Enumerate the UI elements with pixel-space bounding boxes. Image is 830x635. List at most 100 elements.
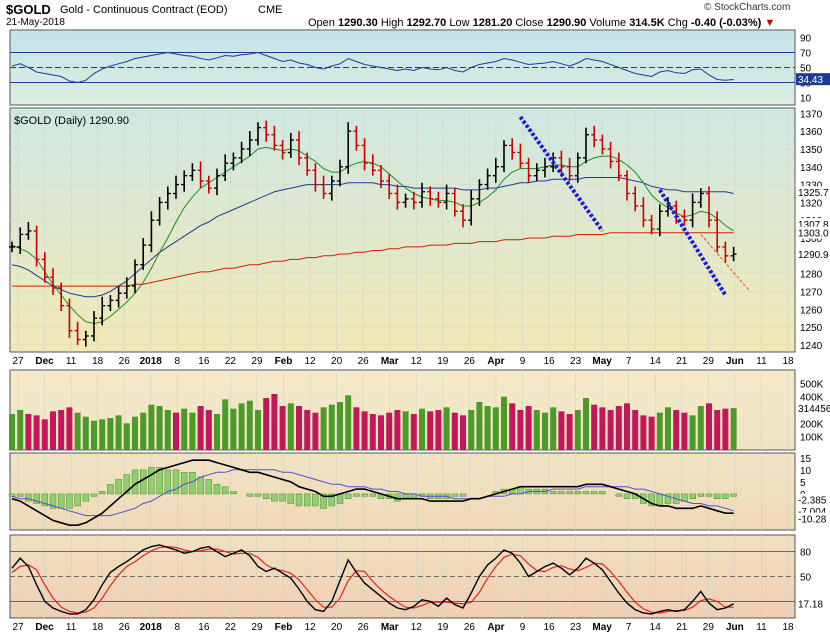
date-tick-label-bottom: 12 [411,622,423,633]
volume-bar [58,410,65,450]
volume-bar [599,407,606,450]
macd-histogram-bar [623,493,631,499]
date-tick-label: 19 [437,356,449,367]
date-tick-label-bottom: 29 [251,622,263,633]
volume-bar [714,410,721,450]
macd-signal-badge: -10.28 [798,515,827,526]
macd-tick-label: 5 [800,478,806,489]
macd-histogram-bar [287,493,295,504]
exchange-label: CME [258,4,283,16]
volume-bar [419,408,425,450]
date-tick-label-bottom: 29 [703,622,715,633]
ma-long-badge: 1303.0 [798,229,829,240]
macd-histogram-bar [279,493,286,502]
macd-histogram-bar [295,493,303,507]
macd-histogram-bar [57,493,65,509]
volume-last-badge: 314456 [798,404,830,415]
volume-bar [246,400,253,450]
macd-histogram-bar [344,493,352,499]
volume-bar [468,410,475,450]
volume-tick-label: 200K [800,419,824,430]
rsi-tick-label: 90 [800,34,812,45]
macd-histogram-bar [353,493,360,497]
macd-histogram-bar [320,493,327,509]
macd-histogram-bar [254,493,262,497]
macd-histogram-bar [172,469,180,495]
macd-histogram-bar [303,493,311,507]
volume-bar [91,420,97,450]
macd-histogram-bar [131,469,139,495]
macd-histogram-bar [312,493,319,507]
date-tick-label-bottom: 9 [520,622,526,633]
macd-histogram-bar [115,479,122,495]
volume-bar [33,415,40,450]
macd-hist-badge-bg [796,493,830,506]
macd-histogram-bar [221,486,229,495]
date-tick-label-bottom: 26 [358,622,370,633]
volume-bar [451,412,458,450]
date-tick-label: 11 [66,356,77,367]
macd-histogram-bar [451,493,459,497]
date-tick-label: 23 [570,356,582,367]
volume-bar [132,416,138,450]
volume-bar [279,406,286,450]
macd-tick-label: 10 [800,466,812,477]
date-tick-label: 14 [650,356,662,367]
macd-histogram-bar [369,493,377,497]
date-tick-label-bottom: May [592,622,612,633]
date-tick-label-bottom: Mar [381,622,399,633]
stoch-d-line [11,545,734,614]
stoch-k-line [11,544,734,615]
date-tick-label: 16 [543,356,555,367]
volume-bar [123,423,130,450]
macd-histogram-bar [582,491,590,495]
volume-bar [533,410,540,450]
date-tick-label-bottom: 18 [92,622,104,633]
volume-bar [304,410,311,450]
close-label: Close [515,17,544,29]
date-tick-label-bottom: 18 [782,622,794,633]
macd-tick-label: 15 [800,454,812,465]
volume-bar [361,411,368,450]
macd-histogram-bar [599,491,606,495]
macd-histogram-bar [205,479,213,495]
volume-bar [574,410,581,450]
trend-projection-line [700,234,751,292]
rsi-series-line [11,51,734,84]
volume-bar [181,408,188,450]
date-tick-label: 18 [782,356,794,367]
macd-histogram-bar [722,493,729,499]
volume-bar [82,416,89,450]
open-value: 1290.30 [337,17,378,29]
macd-histogram-bar [730,493,737,497]
volume-bar [173,412,179,450]
date-tick-label: Jun [726,356,744,367]
stoch-tick-label: 80 [800,548,812,559]
volume-bar [337,402,343,450]
trend-line-may [658,188,728,297]
macd-histogram-bar [98,491,106,495]
macd-histogram-bar [689,493,696,499]
macd-histogram-bar [25,493,32,502]
macd-histogram-bar [49,493,57,509]
low-value: 1281.20 [472,17,513,29]
volume-bar [697,406,704,450]
date-tick-label-bottom: 22 [225,622,237,633]
date-tick-label-bottom: 26 [119,622,131,633]
macd-histogram-bar [16,493,24,497]
volume-bar [148,404,155,450]
volume-bar [107,418,114,450]
date-tick-label: 22 [225,356,237,367]
volume-bar [656,412,663,450]
volume-bar [378,415,384,450]
volume-bar [197,406,204,450]
macd-histogram-bar [107,484,114,495]
contract-name: Gold - Continuous Contract (EOD) [60,4,228,16]
macd-histogram-bar [328,493,336,507]
volume-bar [460,415,466,450]
volume-bar [566,414,573,450]
date-tick-label: 12 [411,356,423,367]
price-tick-label: 1360 [800,127,823,138]
date-tick-label-bottom: 2018 [140,622,163,633]
